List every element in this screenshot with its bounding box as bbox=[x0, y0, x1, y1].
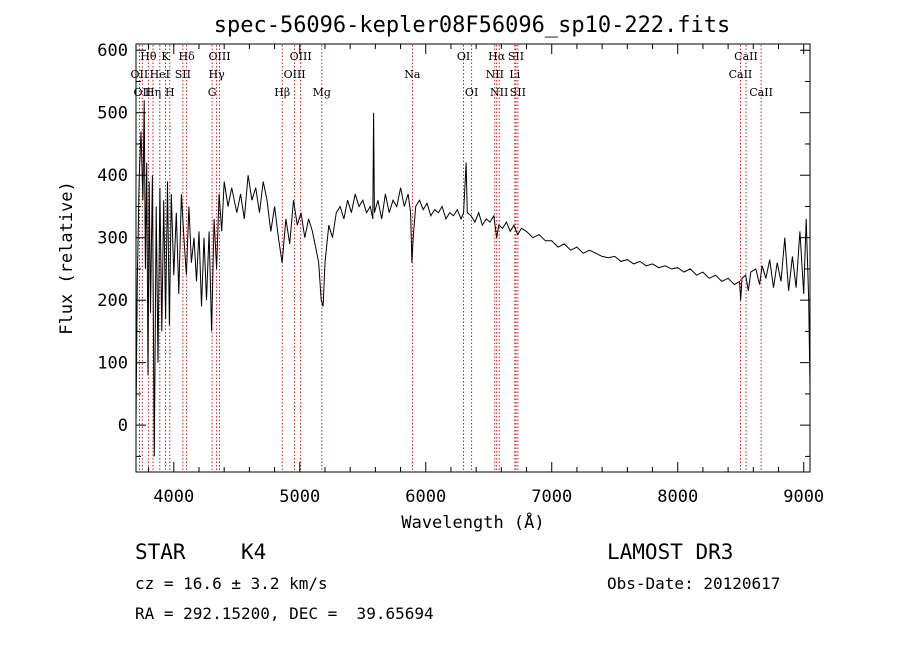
x-tick-label-4: 8000 bbox=[657, 487, 698, 507]
line-label-10: Hγ bbox=[209, 68, 226, 81]
ra-dec-coords: RA = 292.15200, DEC = 39.65694 bbox=[135, 604, 434, 623]
line-label-12: Hβ bbox=[274, 86, 290, 99]
object-class: STAR bbox=[135, 540, 186, 564]
line-label-7: SII bbox=[175, 68, 191, 81]
survey-name: LAMOST DR3 bbox=[607, 540, 734, 564]
chart-title: spec-56096-kepler08F56096_sp10-222.fits bbox=[214, 13, 731, 38]
line-label-25: CaII bbox=[729, 68, 753, 81]
y-tick-label-1: 100 bbox=[97, 354, 128, 374]
line-label-21: NII bbox=[490, 86, 508, 99]
line-label-19: NII bbox=[486, 68, 504, 81]
spectrum-line bbox=[135, 100, 811, 457]
line-label-27: CaII bbox=[749, 86, 773, 99]
y-axis-ticks: 0 100 200 300 400 500 600 bbox=[97, 41, 810, 457]
line-label-20: Hα bbox=[488, 50, 506, 63]
line-label-24: SII bbox=[510, 86, 526, 99]
spectral-subclass: K4 bbox=[241, 540, 267, 564]
x-axis-label: Wavelength (Å) bbox=[401, 511, 544, 533]
line-label-22: Li bbox=[509, 68, 520, 81]
y-tick-label-3: 300 bbox=[97, 229, 128, 249]
line-label-26: CaII bbox=[734, 50, 758, 63]
line-label-15: Mg bbox=[313, 86, 331, 99]
emission-line-labels: OIIOIIHθHηHeIKHSIIHδGHγOIIIHβOIIIOIIIMgN… bbox=[131, 50, 773, 99]
line-label-16: Na bbox=[404, 68, 421, 81]
plot-frame bbox=[135, 43, 811, 473]
x-tick-label-2: 6000 bbox=[405, 487, 446, 507]
line-label-14: OIII bbox=[290, 50, 312, 63]
y-tick-label-0: 0 bbox=[118, 416, 128, 436]
line-label-0: OII bbox=[131, 68, 149, 81]
emission-line-markers bbox=[138, 45, 762, 471]
line-label-5: K bbox=[161, 50, 170, 63]
line-label-11: OIII bbox=[208, 50, 230, 63]
y-tick-label-2: 200 bbox=[97, 291, 128, 311]
x-tick-label-0: 4000 bbox=[153, 487, 194, 507]
x-axis-ticks: 4000 5000 6000 7000 8000 9000 bbox=[148, 44, 824, 507]
y-axis-label: Flux (relative) bbox=[57, 181, 77, 335]
line-label-4: HeI bbox=[150, 68, 170, 81]
redshift-cz: cz = 16.6 ± 3.2 km/s bbox=[135, 574, 328, 593]
x-tick-label-3: 7000 bbox=[531, 487, 572, 507]
line-label-8: Hδ bbox=[179, 50, 196, 63]
line-label-3: Hη bbox=[145, 86, 161, 99]
line-label-6: H bbox=[165, 86, 175, 99]
obs-date: Obs-Date: 20120617 bbox=[607, 574, 781, 593]
line-label-1: OII bbox=[133, 86, 151, 99]
line-label-13: OIII bbox=[284, 68, 306, 81]
y-tick-label-6: 600 bbox=[97, 41, 128, 61]
line-label-18: OI bbox=[465, 86, 478, 99]
line-label-2: Hθ bbox=[140, 50, 157, 63]
x-tick-label-5: 9000 bbox=[783, 487, 824, 507]
line-label-23: SII bbox=[508, 50, 524, 63]
x-tick-label-1: 5000 bbox=[279, 487, 320, 507]
line-label-9: G bbox=[208, 86, 217, 99]
line-label-17: OI bbox=[457, 50, 470, 63]
y-tick-label-4: 400 bbox=[97, 166, 128, 186]
y-tick-label-5: 500 bbox=[97, 104, 128, 124]
